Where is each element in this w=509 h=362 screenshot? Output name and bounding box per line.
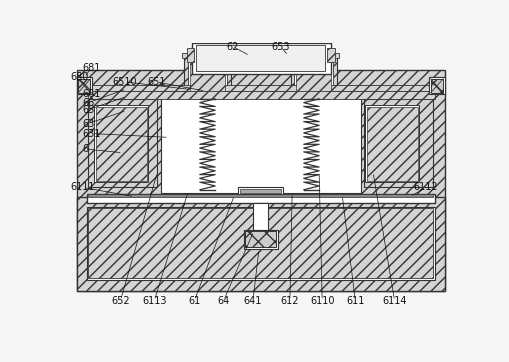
Bar [295,60,331,91]
Text: 651: 651 [147,77,165,87]
Bar [366,106,417,181]
Text: 6: 6 [82,144,88,154]
Bar [88,194,432,197]
Bar [94,105,148,182]
Bar [245,231,275,248]
Bar [430,79,442,93]
Text: 612: 612 [280,296,299,306]
Bar [364,105,418,182]
Bar [88,99,157,188]
Bar [88,85,434,91]
Text: 6510: 6510 [112,77,137,87]
Bar [76,70,444,291]
Bar [161,95,361,193]
Bar [186,48,194,62]
Text: 66: 66 [82,98,94,108]
Bar [294,59,332,93]
Bar [87,207,434,280]
Bar [243,230,277,249]
Text: 63: 63 [82,118,94,129]
Bar [188,59,227,93]
Text: 6111: 6111 [70,182,95,193]
Bar [78,79,90,93]
Text: 681: 681 [82,63,100,73]
Bar [88,208,432,278]
Text: 661: 661 [82,89,100,99]
Text: 6110: 6110 [309,296,334,306]
Text: 62: 62 [227,42,239,51]
Text: 65: 65 [82,105,94,115]
Bar [184,56,230,95]
Bar [287,54,338,58]
Text: 653: 653 [271,42,289,51]
Bar [96,106,147,181]
Bar [238,188,282,194]
Bar [290,56,336,95]
Text: 631: 631 [82,129,100,139]
Bar [189,60,225,91]
Text: 64: 64 [217,296,229,306]
Bar [76,197,444,291]
Text: 61: 61 [188,296,200,306]
Bar [429,77,444,94]
Bar [192,43,330,74]
Bar [252,203,268,230]
Text: 6114: 6114 [382,296,406,306]
Bar [87,194,434,203]
Bar [363,99,432,188]
Bar [195,45,325,71]
Text: 652: 652 [111,296,130,306]
Bar [76,77,92,94]
Bar [239,189,281,193]
Text: 641: 641 [243,296,262,306]
Text: 680: 680 [70,72,89,82]
Text: 611: 611 [346,296,364,306]
Bar [326,48,334,62]
Bar [182,54,233,58]
Bar [88,91,434,99]
Text: 6113: 6113 [142,296,166,306]
Text: 6112: 6112 [413,182,438,193]
